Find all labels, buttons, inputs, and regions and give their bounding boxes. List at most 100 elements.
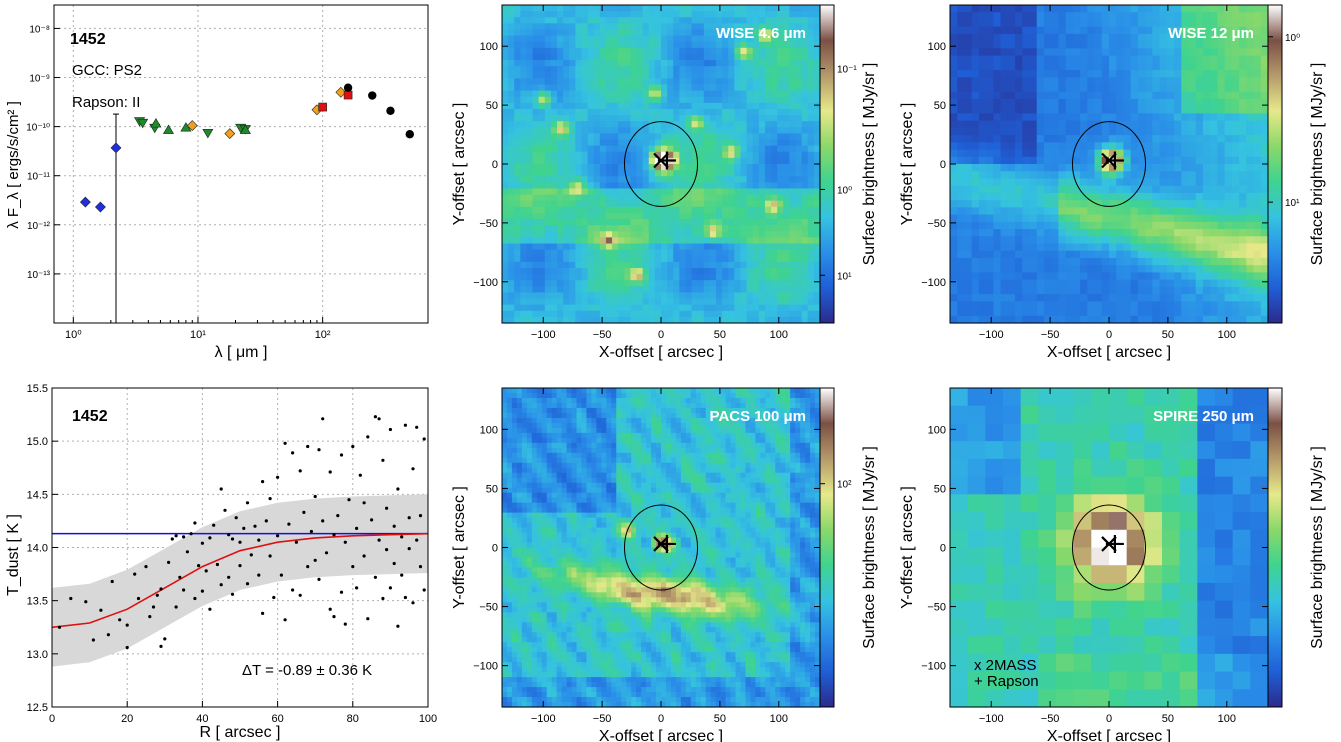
wise12-pixel [957,294,966,302]
wise46-pixel [520,66,528,73]
wise46-pixel [550,298,558,306]
wise46-pixel [599,219,607,226]
wise46-pixel [728,60,735,67]
pacs100-pixel [502,537,508,544]
wise46-pixel [526,90,534,98]
wise46-pixel [508,151,515,159]
wise46-pixel [508,237,515,245]
wise46-pixel [783,225,791,232]
wise12-pixel [1181,286,1190,295]
wise12-pixel [1036,77,1045,86]
wise12-pixel [1239,142,1247,151]
wise12-pixel [964,33,973,42]
wise46-pixel [520,200,528,208]
wise46-pixel [783,267,791,275]
wise12-pixel [1231,308,1240,317]
wise46-pixel [624,219,632,226]
wise46-pixel [807,280,815,287]
sed-data-point [318,102,327,112]
wise12-pixel [1253,171,1262,180]
wise46-pixel [691,292,699,300]
wise12-pixel [1080,286,1088,295]
wise12-pixel [1101,207,1110,216]
wise46-pixel [679,164,687,171]
wise46-pixel [538,139,546,147]
wise46-pixel [740,261,748,269]
wise46-pixel [538,108,546,116]
wise12-pixel [1224,265,1233,274]
wise46-pixel [746,292,754,300]
wise46-pixel [599,164,607,171]
pacs100-pixel [511,442,518,449]
wise12-pixel [1043,294,1052,302]
wise46-pixel [728,145,735,153]
wise12-pixel [1015,19,1023,28]
wise12-pixel [1094,98,1103,107]
wise12-pixel [1007,26,1016,35]
wise12-pixel [1195,149,1204,158]
wise12-pixel [1260,250,1269,259]
wise46-pixel [722,243,729,251]
wise12-pixel [1123,62,1132,71]
wise46-pixel [636,145,644,153]
wise46-pixel [648,139,656,147]
wise12-pixel [1072,214,1081,223]
wise46-pixel [544,219,552,226]
wise46-pixel [703,11,711,18]
wise46-pixel [764,96,772,104]
wise46-pixel [636,206,644,214]
wise46-pixel [777,261,784,269]
wise12-pixel [1174,200,1182,208]
wise46-pixel [618,206,625,214]
wise46-pixel [581,29,589,37]
wise12-pixel [1094,214,1103,223]
wise12-pixel [1253,221,1262,230]
wise46-pixel [703,145,711,153]
wise12-pixel [1217,294,1226,302]
wise12-pixel [964,178,973,187]
wise12-aperture-ellipse [1071,121,1147,207]
wise46-pixel [709,304,717,312]
wise46-pixel [569,176,576,183]
wise46-pixel [581,53,589,61]
wise12-pixel [1231,91,1240,100]
wise46-pixel [544,53,552,61]
wise46-pixel [709,35,717,43]
wise12-pixel [1130,171,1139,180]
wise46-pixel [807,292,815,300]
wise46-pixel [502,267,509,275]
wise46-pixel [807,310,815,318]
wise46-pixel [667,182,674,190]
wise12-pixel [1195,229,1204,237]
wise12-pixel [1152,135,1161,143]
wise12-pixel [1210,221,1219,230]
sed-data-point [137,118,149,129]
wise46-pixel [508,60,515,67]
wise46-pixel [563,66,570,73]
wise46-pixel [771,188,778,196]
wise46-pixel [746,90,754,98]
wise46-pixel [679,35,687,43]
wise46-pixel [581,249,589,257]
wise12-pixel [1137,19,1146,28]
wise12-pixel [1094,315,1103,324]
wise46-pixel [532,243,540,251]
wise12-pixel [1166,12,1175,21]
wise12-pixel [1159,33,1168,42]
wise12-pixel [1000,250,1009,259]
wise12-pixel [1123,156,1132,165]
wise12-pixel [1195,185,1204,194]
wise12-pixel [1239,62,1247,71]
wise12-pixel [971,192,980,201]
wise46-pixel [740,35,748,43]
wise12-pixel [1087,84,1096,93]
wise46-pixel [691,78,699,86]
wise46-pixel [612,115,619,122]
wise12-pixel [1231,301,1240,310]
wise12-pixel [1195,98,1204,107]
wise46-pixel [795,304,803,312]
wise46-pixel [581,298,589,306]
wise46-pixel [801,127,809,135]
wise46-pixel [813,316,821,324]
